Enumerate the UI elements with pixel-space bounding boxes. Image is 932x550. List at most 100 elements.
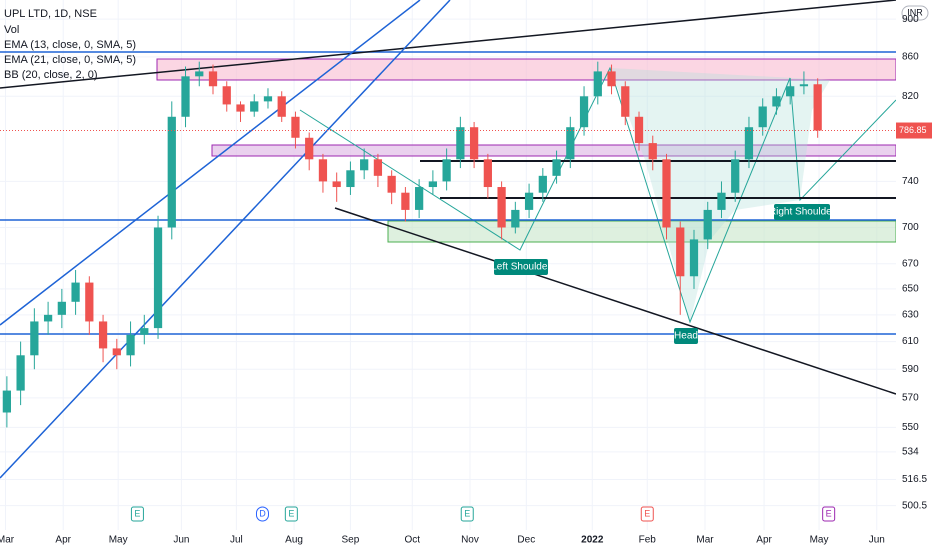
currency: INR — [907, 7, 923, 17]
x-tick-label: Jun — [869, 535, 885, 546]
candle-body — [360, 159, 369, 171]
candle-body — [662, 159, 671, 228]
candle-body — [373, 159, 383, 176]
y-tick-label: 650 — [902, 284, 919, 295]
currency-badge — [901, 5, 929, 21]
candle-body — [195, 71, 204, 77]
candle-body — [208, 71, 218, 87]
event-label: D — [259, 508, 266, 518]
event-label: E — [288, 508, 294, 518]
x-tick-label: Apr — [756, 535, 772, 546]
title: UPL LTD, 1D, NSE — [4, 8, 97, 20]
candle-body — [2, 390, 11, 413]
trend-line — [0, 0, 421, 326]
candle-body — [305, 137, 314, 160]
candle-body — [318, 159, 328, 182]
candle-body — [456, 127, 465, 160]
candle-body — [346, 170, 355, 188]
y-tick-label: 590 — [902, 364, 919, 375]
candle-body — [497, 187, 506, 228]
indicator: EMA (13, close, 0, SMA, 5) — [4, 39, 136, 51]
candle-body — [772, 96, 781, 107]
candle-body — [250, 101, 259, 112]
candle-body — [98, 321, 108, 349]
x-tick-label: Mar — [0, 535, 15, 546]
event-label: E — [134, 508, 140, 518]
candle-body — [511, 209, 520, 228]
candle-body — [703, 209, 712, 240]
candle-body — [648, 143, 657, 160]
candle-body — [469, 127, 479, 160]
annotation: Head — [674, 331, 698, 342]
candle-body — [291, 116, 300, 138]
x-tick-label: May — [810, 535, 829, 546]
annotations: Left Shoulder Head Right Shoulder — [491, 204, 836, 344]
candle-body — [263, 96, 273, 102]
x-tick-label: Nov — [461, 535, 479, 546]
indicator: BB (20, close, 2, 0) — [4, 69, 98, 81]
y-tick-label: 670 — [902, 258, 919, 269]
candle-body — [222, 86, 231, 105]
x-tick-label: Oct — [404, 535, 420, 546]
candle-body — [799, 84, 809, 87]
candle-body — [524, 192, 534, 210]
candle-body — [621, 86, 630, 117]
axis-bg — [0, 530, 932, 550]
x-tick-label: Feb — [639, 535, 657, 546]
y-tick-label: 630 — [902, 309, 919, 320]
annotation: Left Shoulder — [491, 262, 551, 273]
candle-body — [277, 96, 286, 117]
candle-body — [71, 282, 80, 302]
candle-body — [140, 328, 149, 335]
trend-line — [334, 207, 897, 395]
candle-body — [153, 227, 163, 329]
drawings — [0, 0, 897, 479]
candle-body — [758, 106, 767, 128]
event-marker — [284, 506, 298, 522]
y-tick-label: 534 — [902, 447, 919, 458]
support-zone — [387, 220, 897, 243]
candle-body — [428, 181, 438, 188]
candle-body — [387, 175, 396, 193]
y-tick-label: 820 — [902, 91, 919, 102]
candle-body — [43, 314, 53, 322]
candle-body — [552, 159, 561, 176]
candles — [2, 61, 822, 428]
candle-body — [566, 127, 575, 160]
event-marker — [822, 506, 836, 522]
indicator: EMA (21, close, 0, SMA, 5) — [4, 54, 136, 66]
candle-body — [579, 96, 589, 128]
y-tick-label: 610 — [902, 336, 919, 347]
x-tick-label: 2022 — [581, 535, 604, 546]
y-tick-label: 550 — [902, 422, 919, 433]
candle-body — [112, 348, 121, 356]
candle-body — [676, 227, 685, 277]
x-tick-label: Aug — [285, 535, 303, 546]
candle-body — [85, 282, 94, 322]
candle-body — [634, 116, 644, 144]
x-tick-label: Dec — [517, 535, 535, 546]
indicator: Vol — [4, 24, 19, 36]
candle-body — [236, 104, 245, 112]
candle-body — [483, 159, 492, 188]
candle-body — [607, 71, 616, 87]
hs-pattern — [299, 66, 897, 324]
candle-body — [731, 159, 740, 193]
event-marker — [640, 506, 654, 522]
y-tick-label: 740 — [902, 176, 919, 187]
candle-body — [167, 116, 176, 228]
candle-body — [401, 192, 410, 210]
candle-body — [717, 192, 726, 210]
y-tick-label: 860 — [902, 51, 919, 62]
event-marker — [255, 506, 269, 522]
event-label: E — [826, 508, 832, 518]
candle-body — [415, 187, 424, 210]
event-label: E — [464, 508, 470, 518]
annotation: Right Shoulder — [769, 207, 836, 218]
x-tick-label: Sep — [342, 535, 360, 546]
candle-body — [57, 301, 66, 315]
annotation-box — [674, 328, 698, 344]
y-tick-label: 900 — [902, 14, 919, 25]
x-tick-label: Mar — [696, 535, 714, 546]
y-tick-label: 500.5 — [902, 500, 927, 511]
